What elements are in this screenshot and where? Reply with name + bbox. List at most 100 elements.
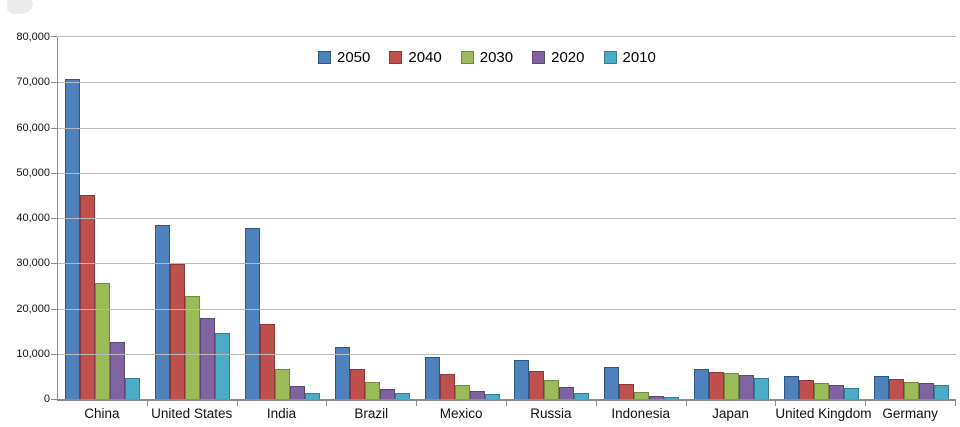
bar-2030-russia (544, 379, 560, 399)
bar-2030-china (95, 283, 111, 399)
bar-2020-russia (559, 387, 575, 399)
bar-2050-germany (873, 376, 889, 399)
corner-artifact (7, 0, 33, 14)
bar-2020-india (289, 386, 305, 399)
bar-2010-mexico (484, 394, 500, 399)
bar-2040-mexico (439, 374, 455, 399)
gridline (58, 172, 956, 174)
gridline (58, 353, 956, 355)
bar-2050-india (244, 228, 260, 399)
bar-2010-germany (933, 384, 949, 399)
bar-2030-brazil (364, 382, 380, 399)
x-axis-category-label: Mexico (439, 406, 483, 421)
x-axis-category-label: Brazil (354, 406, 389, 421)
legend-swatch-icon (532, 51, 546, 64)
bar-2010-japan (753, 378, 769, 399)
bar-2050-china (65, 79, 81, 399)
legend-item-2030: 2030 (460, 49, 514, 66)
x-axis-tick (416, 401, 418, 406)
bar-2050-united-kingdom (783, 375, 799, 399)
chart-legend: 2050 2040 2030 2020 2010 (318, 49, 656, 66)
legend-label: 2040 (408, 49, 442, 66)
bar-2020-indonesia (649, 395, 665, 399)
y-axis-tick-label: 10,000 (16, 347, 50, 360)
bar-2020-mexico (469, 391, 485, 399)
y-axis-tick (51, 308, 57, 310)
bar-2010-china (125, 377, 141, 399)
bar-group (687, 37, 777, 399)
bar-2030-united-kingdom (813, 382, 829, 399)
x-axis-category-label: Germany (882, 406, 938, 421)
bar-2030-india (274, 368, 290, 399)
x-axis-tick (955, 401, 956, 406)
bar-2050-mexico (424, 356, 440, 399)
y-axis-tick (51, 399, 57, 400)
x-axis-category-label: Japan (712, 406, 749, 421)
bar-2020-united-kingdom (828, 384, 844, 399)
x-axis-tick (506, 401, 507, 406)
legend-item-2020: 2020 (532, 49, 585, 66)
y-axis-tick-label: 80,000 (16, 31, 50, 43)
legend-label: 2010 (622, 49, 656, 66)
y-axis-tick (51, 36, 57, 37)
bar-2010-brazil (394, 393, 410, 399)
bar-group (507, 37, 597, 399)
x-axis-tick (775, 401, 777, 406)
legend-label: 2030 (479, 49, 514, 66)
bar-2030-japan (723, 372, 739, 399)
x-axis-tick (685, 401, 687, 406)
bar-2010-russia (574, 392, 590, 399)
y-axis-tick (51, 172, 57, 174)
bar-2040-united-states (170, 264, 186, 399)
x-axis-category-label: China (84, 406, 120, 421)
bar-2050-russia (514, 360, 530, 399)
y-axis-tick (51, 353, 57, 355)
bar-group (597, 37, 687, 399)
x-axis-tick (865, 401, 867, 406)
bar-2030-indonesia (634, 392, 650, 399)
bar-group (238, 37, 328, 399)
bar-2040-germany (888, 379, 904, 399)
bar-2030-germany (903, 381, 919, 399)
bar-group (148, 37, 238, 399)
legend-label: 2020 (551, 49, 585, 66)
y-axis-tick-label: 20,000 (16, 302, 50, 315)
y-axis-tick-label: 40,000 (16, 212, 50, 224)
x-axis-tick (146, 401, 148, 406)
x-axis-category-label: India (266, 406, 297, 421)
bar-2040-russia (529, 370, 545, 399)
bar-2030-united-states (185, 295, 201, 399)
legend-swatch-icon (389, 51, 403, 64)
bar-group (327, 37, 417, 399)
x-axis-tick (236, 401, 238, 406)
gridline (58, 218, 956, 219)
x-axis-category-label: United States (151, 406, 233, 421)
legend-swatch-icon (318, 51, 331, 64)
bar-2040-united-kingdom (798, 379, 814, 399)
x-axis-category-label: Russia (530, 406, 572, 421)
x-axis-category-label: Indonesia (611, 406, 670, 421)
bar-2010-united-kingdom (843, 387, 859, 399)
legend-swatch-icon (603, 51, 617, 64)
bar-groups (58, 37, 956, 399)
bar-2020-germany (918, 383, 934, 399)
y-axis-tick-label: 30,000 (16, 257, 50, 270)
legend-item-2050: 2050 (318, 49, 370, 66)
gridline (58, 82, 956, 84)
bar-2040-india (259, 324, 275, 399)
bar-2050-indonesia (604, 367, 620, 399)
bar-2020-united-states (200, 317, 216, 399)
bar-2020-brazil (379, 389, 395, 399)
bar-group (417, 37, 507, 399)
legend-item-2010: 2010 (603, 49, 656, 66)
y-axis-tick-label: 0 (43, 393, 50, 405)
bar-2040-china (80, 195, 96, 399)
bar-group (866, 37, 956, 399)
legend-label: 2050 (337, 49, 371, 66)
gridline (58, 36, 956, 37)
bar-2040-indonesia (619, 384, 635, 399)
bar-2020-china (110, 342, 126, 399)
y-axis-tick-label: 50,000 (16, 166, 50, 179)
bar-2050-brazil (334, 347, 350, 399)
bar-2030-mexico (454, 384, 470, 399)
